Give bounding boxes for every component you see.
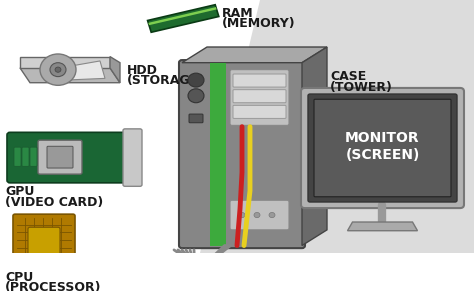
Circle shape bbox=[50, 63, 66, 77]
FancyBboxPatch shape bbox=[314, 99, 451, 197]
FancyBboxPatch shape bbox=[230, 200, 289, 230]
Polygon shape bbox=[260, 0, 474, 253]
FancyBboxPatch shape bbox=[13, 214, 75, 268]
Text: MONITOR: MONITOR bbox=[345, 131, 420, 145]
Polygon shape bbox=[20, 68, 120, 83]
Text: HDD: HDD bbox=[127, 63, 158, 77]
Polygon shape bbox=[347, 222, 418, 231]
Text: (PROCESSOR): (PROCESSOR) bbox=[5, 281, 101, 291]
Circle shape bbox=[188, 89, 204, 103]
Text: (STORAGE): (STORAGE) bbox=[127, 74, 205, 87]
FancyBboxPatch shape bbox=[301, 88, 464, 208]
Polygon shape bbox=[147, 5, 219, 32]
Text: CPU: CPU bbox=[5, 271, 33, 284]
Polygon shape bbox=[182, 47, 327, 63]
Circle shape bbox=[254, 212, 260, 218]
Circle shape bbox=[40, 54, 76, 85]
Circle shape bbox=[55, 67, 61, 72]
Text: GPU: GPU bbox=[5, 185, 35, 198]
FancyBboxPatch shape bbox=[22, 147, 29, 166]
Circle shape bbox=[239, 212, 245, 218]
FancyBboxPatch shape bbox=[233, 90, 286, 103]
Polygon shape bbox=[20, 56, 110, 68]
FancyBboxPatch shape bbox=[230, 70, 289, 125]
FancyBboxPatch shape bbox=[210, 63, 226, 246]
Polygon shape bbox=[110, 56, 120, 83]
Text: CASE: CASE bbox=[330, 70, 366, 83]
Circle shape bbox=[269, 212, 275, 218]
FancyBboxPatch shape bbox=[47, 146, 73, 168]
Polygon shape bbox=[302, 47, 327, 246]
FancyBboxPatch shape bbox=[28, 227, 60, 255]
Text: (TOWER): (TOWER) bbox=[330, 81, 393, 94]
Text: (MEMORY): (MEMORY) bbox=[222, 17, 296, 31]
FancyBboxPatch shape bbox=[233, 105, 286, 118]
Text: RAM: RAM bbox=[222, 7, 254, 20]
FancyBboxPatch shape bbox=[308, 94, 457, 202]
FancyBboxPatch shape bbox=[179, 60, 305, 248]
Text: (SCREEN): (SCREEN) bbox=[346, 148, 419, 162]
Text: (VIDEO CARD): (VIDEO CARD) bbox=[5, 196, 103, 209]
Polygon shape bbox=[148, 7, 217, 25]
Circle shape bbox=[188, 73, 204, 87]
FancyBboxPatch shape bbox=[30, 147, 37, 166]
FancyBboxPatch shape bbox=[14, 147, 21, 166]
FancyBboxPatch shape bbox=[233, 74, 286, 87]
FancyBboxPatch shape bbox=[123, 129, 142, 186]
Polygon shape bbox=[200, 0, 474, 253]
Polygon shape bbox=[60, 61, 105, 80]
FancyBboxPatch shape bbox=[189, 114, 203, 123]
FancyBboxPatch shape bbox=[7, 132, 128, 183]
FancyBboxPatch shape bbox=[38, 140, 82, 174]
